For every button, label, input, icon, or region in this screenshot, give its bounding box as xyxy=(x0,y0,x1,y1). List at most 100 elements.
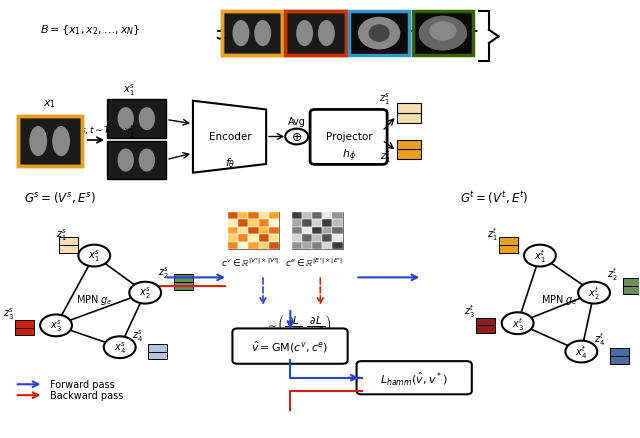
Text: $x_4^s$: $x_4^s$ xyxy=(114,340,125,355)
Bar xyxy=(248,212,259,220)
Circle shape xyxy=(129,282,161,304)
Text: $L_{hamm}(\hat{v}, v^*)$: $L_{hamm}(\hat{v}, v^*)$ xyxy=(380,369,448,387)
Bar xyxy=(292,212,302,220)
Text: Encoder: Encoder xyxy=(209,131,251,141)
Bar xyxy=(322,235,332,242)
Text: $x_2^s$: $x_2^s$ xyxy=(140,285,151,300)
Circle shape xyxy=(104,336,136,358)
Text: $c^v \in \mathbb{R}^{|V^t| \times |V^t|}$: $c^v \in \mathbb{R}^{|V^t| \times |V^t|}… xyxy=(221,254,280,268)
Ellipse shape xyxy=(254,21,271,47)
Bar xyxy=(322,227,332,235)
Bar xyxy=(269,220,279,227)
Text: Backward pass: Backward pass xyxy=(50,390,123,400)
Text: Avg: Avg xyxy=(288,117,306,127)
Bar xyxy=(18,117,81,167)
Bar xyxy=(499,245,518,253)
Text: $s,t \sim T$: $s,t \sim T$ xyxy=(80,124,112,135)
Bar xyxy=(148,352,168,360)
Bar xyxy=(174,282,193,290)
Bar xyxy=(476,325,495,333)
Text: $\oplus$: $\oplus$ xyxy=(291,131,302,144)
Text: $z_1^s$: $z_1^s$ xyxy=(380,92,390,107)
Bar xyxy=(285,12,346,56)
Text: $x_1^s$: $x_1^s$ xyxy=(88,248,100,264)
Text: $x_2^t$: $x_2^t$ xyxy=(588,285,600,301)
Bar xyxy=(221,12,282,56)
Text: $z_3^t$: $z_3^t$ xyxy=(465,302,476,319)
Text: $x_1^s$: $x_1^s$ xyxy=(124,83,135,98)
Circle shape xyxy=(285,129,308,145)
Bar xyxy=(285,12,346,56)
Bar xyxy=(332,220,342,227)
Ellipse shape xyxy=(369,25,390,43)
Bar xyxy=(413,12,473,56)
Text: $z_2^t$: $z_2^t$ xyxy=(607,265,617,282)
Bar xyxy=(302,242,312,250)
Bar xyxy=(107,141,166,180)
Bar xyxy=(248,220,259,227)
Bar xyxy=(248,227,259,235)
Bar xyxy=(312,220,322,227)
Bar xyxy=(221,12,282,56)
Bar xyxy=(174,274,193,282)
Bar xyxy=(397,104,421,114)
Text: $G^s = (V^s, E^s)$: $G^s = (V^s, E^s)$ xyxy=(24,190,96,205)
Bar xyxy=(228,212,279,250)
Text: $\sim \left( \dfrac{\partial L}{\partial c^v}, \dfrac{\partial L}{\partial c^e} : $\sim \left( \dfrac{\partial L}{\partial… xyxy=(265,312,332,338)
Text: $x_4^t$: $x_4^t$ xyxy=(575,343,588,360)
Bar xyxy=(228,220,238,227)
Text: $f_\theta$: $f_\theta$ xyxy=(225,156,235,170)
Bar xyxy=(269,227,279,235)
Bar xyxy=(238,212,248,220)
Bar xyxy=(238,242,248,250)
Text: $z_1^t$: $z_1^t$ xyxy=(487,226,497,243)
Bar xyxy=(259,212,269,220)
FancyBboxPatch shape xyxy=(232,328,348,364)
Bar xyxy=(610,356,629,364)
Bar xyxy=(60,237,78,245)
Bar xyxy=(349,12,410,56)
Ellipse shape xyxy=(29,127,47,157)
Bar xyxy=(499,237,518,245)
Text: $z_1^s$: $z_1^s$ xyxy=(56,228,67,243)
Bar xyxy=(302,212,312,220)
Bar xyxy=(148,344,168,352)
Text: $z_1^t$: $z_1^t$ xyxy=(380,148,390,164)
Circle shape xyxy=(78,245,110,267)
Bar xyxy=(302,220,312,227)
Circle shape xyxy=(502,313,534,334)
Text: $x_1^t$: $x_1^t$ xyxy=(534,247,546,265)
Bar xyxy=(259,235,269,242)
Bar xyxy=(107,141,166,180)
Bar xyxy=(107,100,166,138)
Bar xyxy=(302,235,312,242)
Text: Projector: Projector xyxy=(326,131,372,141)
Polygon shape xyxy=(193,102,266,173)
Bar xyxy=(15,320,34,328)
Bar xyxy=(259,227,269,235)
Bar xyxy=(610,348,629,356)
Bar xyxy=(292,212,342,250)
Ellipse shape xyxy=(296,21,313,47)
FancyBboxPatch shape xyxy=(310,110,387,165)
Bar xyxy=(269,235,279,242)
Ellipse shape xyxy=(139,149,155,172)
Bar xyxy=(332,242,342,250)
Circle shape xyxy=(565,341,597,363)
Bar xyxy=(18,117,81,167)
Ellipse shape xyxy=(318,21,335,47)
Bar xyxy=(322,220,332,227)
Bar xyxy=(292,242,302,250)
Bar xyxy=(238,220,248,227)
Circle shape xyxy=(40,315,72,336)
Bar xyxy=(332,227,342,235)
Ellipse shape xyxy=(419,17,467,51)
Bar xyxy=(259,220,269,227)
Ellipse shape xyxy=(118,149,134,172)
Ellipse shape xyxy=(118,108,134,131)
Bar xyxy=(302,227,312,235)
Bar xyxy=(285,12,346,56)
Text: $\hat{v} = \mathrm{GM}(c^v, c^e)$: $\hat{v} = \mathrm{GM}(c^v, c^e)$ xyxy=(252,339,328,354)
Text: $z_2^s$: $z_2^s$ xyxy=(157,265,168,281)
FancyBboxPatch shape xyxy=(356,361,472,394)
